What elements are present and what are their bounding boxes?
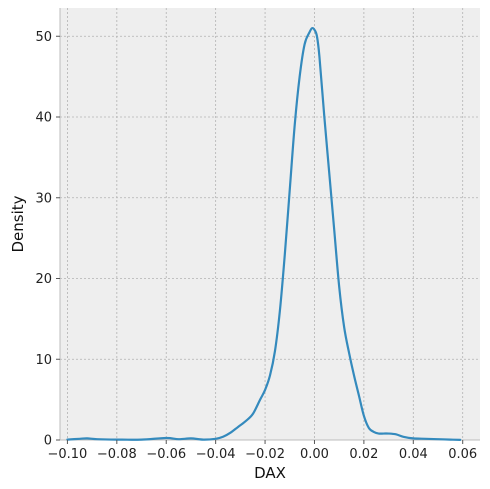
x-tick-label: −0.04 <box>196 447 236 462</box>
x-axis-label: DAX <box>254 464 286 482</box>
y-axis-ticks: 0 10 20 30 40 50 <box>35 30 60 449</box>
x-axis-ticks: −0.10 −0.08 −0.06 −0.04 −0.02 0.00 0.02 0.04 0.0… <box>47 440 477 462</box>
y-tick-label: 0 <box>44 434 52 449</box>
x-tick-label: −0.08 <box>97 447 137 462</box>
y-tick-label: 20 <box>35 272 52 287</box>
x-tick-label: 0.00 <box>300 447 329 462</box>
y-tick-label: 30 <box>35 191 52 206</box>
y-tick-label: 10 <box>35 353 52 368</box>
x-tick-label: −0.10 <box>47 447 87 462</box>
x-tick-label: 0.06 <box>448 447 477 462</box>
x-tick-label: 0.04 <box>399 447 428 462</box>
y-tick-label: 40 <box>35 111 52 126</box>
series-layer <box>66 26 462 441</box>
y-axis-label: Density <box>9 195 27 252</box>
x-tick-label: 0.02 <box>349 447 378 462</box>
x-tick-label: −0.06 <box>146 447 186 462</box>
y-tick-label: 50 <box>35 30 52 45</box>
x-tick-label: −0.02 <box>245 447 285 462</box>
plot-area <box>60 8 480 440</box>
density-line <box>66 26 462 441</box>
